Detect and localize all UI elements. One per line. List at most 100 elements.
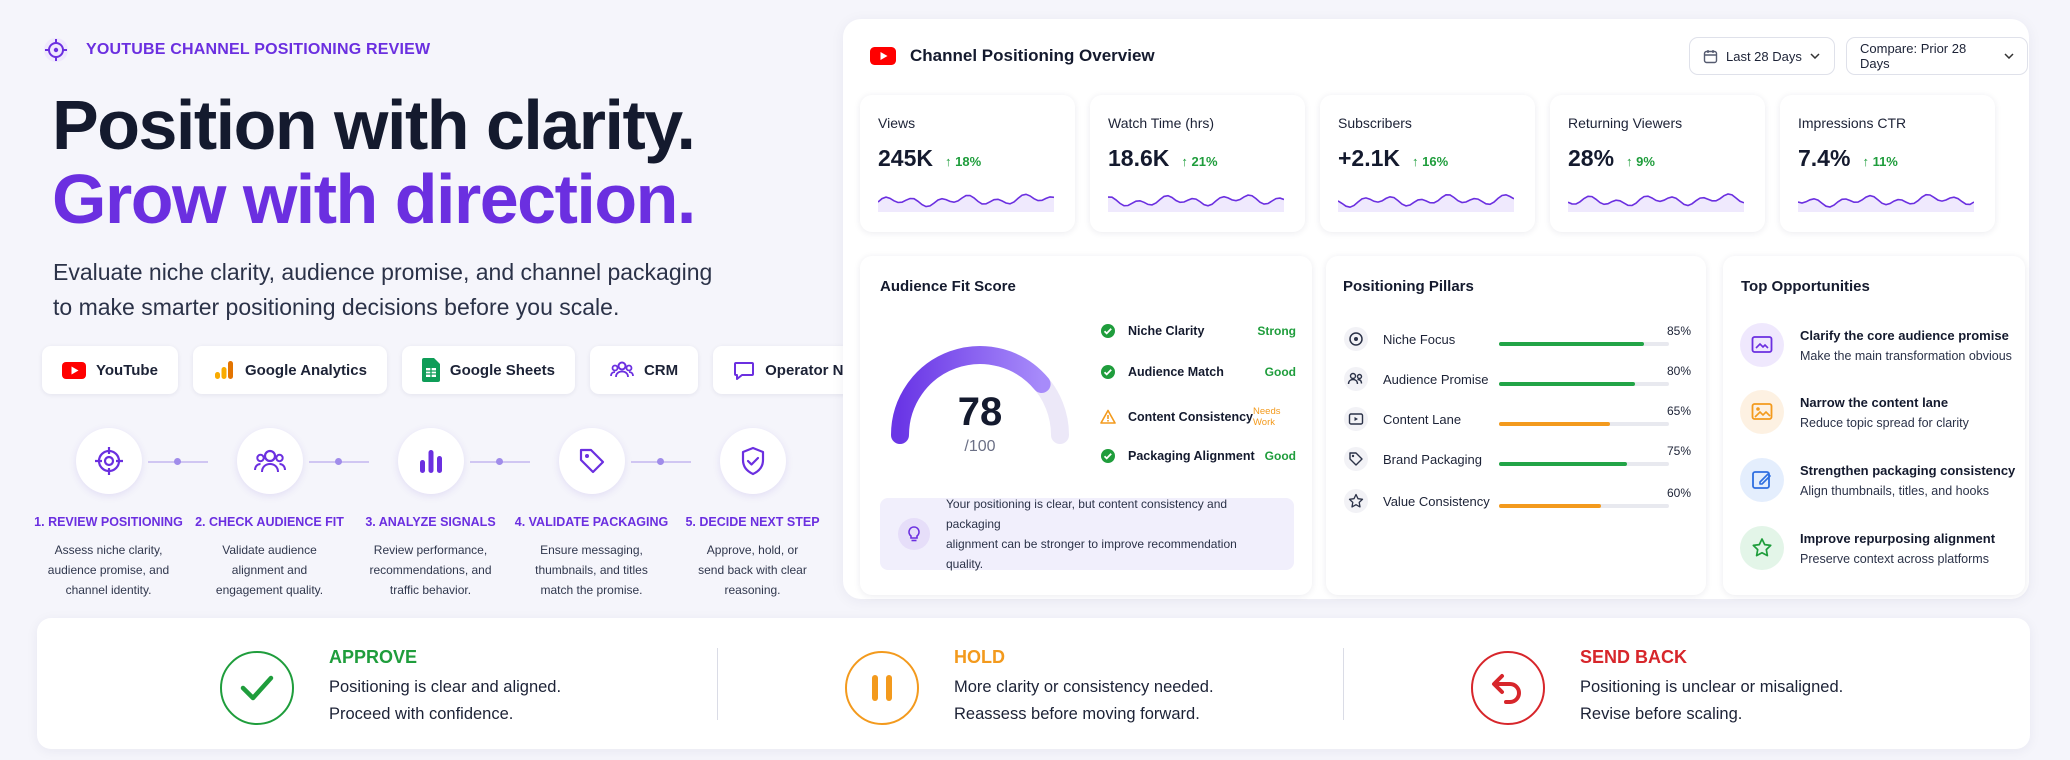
- opportunity-item[interactable]: Improve repurposing alignment Preserve co…: [1740, 526, 1995, 570]
- fit-item-content-consistency: Content Consistency Needs Work: [1100, 406, 1296, 428]
- edit-icon: [1740, 458, 1784, 502]
- decision-send-back[interactable]: SEND BACK Positioning is unclear or misal…: [1471, 647, 1843, 728]
- star-icon: [1740, 526, 1784, 570]
- metric-change: ↑ 21%: [1181, 154, 1218, 169]
- eyebrow-label: YOUTUBE CHANNEL POSITIONING REVIEW: [86, 41, 431, 58]
- compare-dropdown[interactable]: Compare: Prior 28 Days: [1846, 37, 2028, 75]
- pillars-title: Positioning Pillars: [1343, 278, 1474, 295]
- headline-line-1: Position with clarity.: [52, 86, 696, 164]
- message-icon: [733, 359, 755, 381]
- score-gauge: [891, 346, 1069, 444]
- chip-crm[interactable]: CRM: [589, 346, 699, 394]
- metric-label: Returning Viewers: [1568, 115, 1683, 131]
- subtitle-line-2: to make smarter positioning decisions be…: [53, 294, 620, 320]
- metric-card-watch-time[interactable]: Watch Time (hrs) 18.6K ↑ 21%: [1090, 95, 1305, 232]
- youtube-icon: [870, 47, 896, 65]
- fit-score: 78: [957, 390, 1003, 434]
- pillar-brand-packaging: Brand Packaging 75%: [1343, 444, 1691, 474]
- google-sheets-icon: [421, 358, 440, 382]
- panel-title: Channel Positioning Overview: [910, 46, 1155, 65]
- divider: [1343, 648, 1344, 720]
- decision-description: Positioning is unclear or misaligned. Rev…: [1580, 678, 1844, 723]
- sparkline: [1568, 193, 1744, 212]
- target-icon: [1343, 326, 1369, 352]
- image-icon: [1740, 323, 1784, 367]
- pillar-value-consistency: Value Consistency 60%: [1343, 486, 1691, 516]
- step-2[interactable]: 2. CHECK AUDIENCE FIT Validate audience a…: [187, 428, 352, 600]
- panel-header: Channel Positioning Overview: [870, 46, 1155, 66]
- divider: [717, 648, 718, 720]
- chip-label: YouTube: [96, 361, 158, 379]
- pillar-bar: [1499, 504, 1669, 508]
- fit-item-audience-match: Audience Match Good: [1100, 364, 1296, 380]
- sparkline: [1338, 193, 1514, 212]
- fit-note: Your positioning is clear, but content c…: [880, 497, 1294, 571]
- metric-value: 245K: [878, 145, 933, 171]
- metric-change: ↑ 9%: [1626, 154, 1655, 169]
- chip-google-sheets[interactable]: Google Sheets: [401, 346, 575, 394]
- decision-title: HOLD: [954, 647, 1005, 667]
- step-title: 5. DECIDE NEXT STEP: [685, 515, 820, 529]
- users-icon: [253, 447, 286, 475]
- decision-approve[interactable]: APPROVE Positioning is clear and aligned.…: [220, 647, 561, 728]
- metric-label: Impressions CTR: [1798, 115, 1907, 131]
- step-description: Approve, hold, or send back with clear rea…: [698, 543, 807, 597]
- note-line-1: Your positioning is clear, but content c…: [946, 497, 1228, 531]
- pillar-percent: 60%: [1666, 486, 1691, 500]
- opportunity-item[interactable]: Strengthen packaging consistency Align th…: [1740, 458, 2015, 502]
- pillar-audience-promise: Audience Promise 80%: [1343, 364, 1691, 394]
- shield-check-icon: [738, 445, 768, 477]
- metric-label: Views: [878, 115, 916, 131]
- metric-card-returning-viewers[interactable]: Returning Viewers 28% ↑ 9%: [1550, 95, 1765, 232]
- users-icon: [1343, 366, 1369, 392]
- pillar-content-lane: Content Lane 65%: [1343, 404, 1691, 434]
- date-range-dropdown[interactable]: Last 28 Days: [1689, 37, 1835, 75]
- star-icon: [1343, 488, 1369, 514]
- decision-hold[interactable]: HOLD More clarity or consistency needed. R…: [845, 647, 1214, 728]
- step-description: Ensure messaging, thumbnails, and titles m…: [535, 543, 648, 597]
- metric-change: ↑ 11%: [1862, 154, 1898, 169]
- metric-card-impressions-ctr[interactable]: Impressions CTR 7.4% ↑ 11%: [1780, 95, 1995, 232]
- decision-description: Positioning is clear and aligned. Proceed…: [329, 678, 562, 723]
- picture-icon: [1740, 390, 1784, 434]
- headline-line-2: Grow with direction.: [52, 160, 696, 238]
- step-connector: [470, 458, 530, 465]
- step-description: Assess niche clarity, audience promise, a…: [47, 543, 170, 597]
- pillar-percent: 80%: [1666, 364, 1691, 378]
- step-connector: [631, 458, 691, 465]
- sparkline: [1108, 194, 1284, 212]
- pillar-percent: 65%: [1666, 404, 1691, 418]
- step-connector: [148, 458, 208, 465]
- chevron-down-icon: [2004, 53, 2014, 59]
- pillar-percent: 75%: [1666, 444, 1691, 458]
- opportunity-item[interactable]: Narrow the content lane Reduce topic spre…: [1740, 390, 1969, 434]
- eyebrow: YOUTUBE CHANNEL POSITIONING REVIEW: [42, 36, 430, 64]
- chip-youtube[interactable]: YouTube: [42, 346, 178, 394]
- metric-card-subscribers[interactable]: Subscribers +2.1K ↑ 16%: [1320, 95, 1535, 232]
- metric-value: 18.6K: [1108, 145, 1170, 171]
- target-icon: [93, 445, 125, 477]
- step-1[interactable]: 1. REVIEW POSITIONING Assess niche clari…: [26, 428, 191, 600]
- sparkline: [878, 193, 1054, 212]
- integration-chips: YouTube Google Analytics Google Sheets C…: [42, 346, 895, 394]
- metric-card-views[interactable]: Views 245K ↑ 18%: [860, 95, 1075, 232]
- subtitle-line-1: Evaluate niche clarity, audience promise…: [53, 259, 713, 285]
- opportunity-item[interactable]: Clarify the core audience promise Make th…: [1740, 323, 2012, 367]
- step-5[interactable]: 5. DECIDE NEXT STEP Approve, hold, or sen…: [670, 428, 835, 600]
- chip-google-analytics[interactable]: Google Analytics: [192, 346, 387, 394]
- step-4[interactable]: 4. VALIDATE PACKAGING Ensure messaging, t…: [509, 428, 674, 600]
- metric-value: 7.4%: [1798, 145, 1851, 171]
- gauge-fill: [891, 346, 1051, 444]
- page-subtitle: Evaluate niche clarity, audience promise…: [53, 255, 712, 325]
- users-icon: [610, 360, 634, 380]
- step-3[interactable]: 3. ANALYZE SIGNALS Review performance, re…: [348, 428, 513, 600]
- metric-label: Watch Time (hrs): [1108, 115, 1215, 131]
- check-icon: [1100, 448, 1116, 464]
- fit-status: Good: [1264, 365, 1296, 379]
- fit-item-packaging-alignment: Packaging Alignment Good: [1100, 448, 1296, 464]
- pillar-percent: 85%: [1666, 324, 1691, 338]
- chip-label: Google Analytics: [244, 361, 367, 379]
- google-analytics-icon: [213, 359, 235, 381]
- pillar-bar: [1499, 422, 1669, 426]
- step-description: Review performance, recommendations, and t…: [369, 543, 492, 597]
